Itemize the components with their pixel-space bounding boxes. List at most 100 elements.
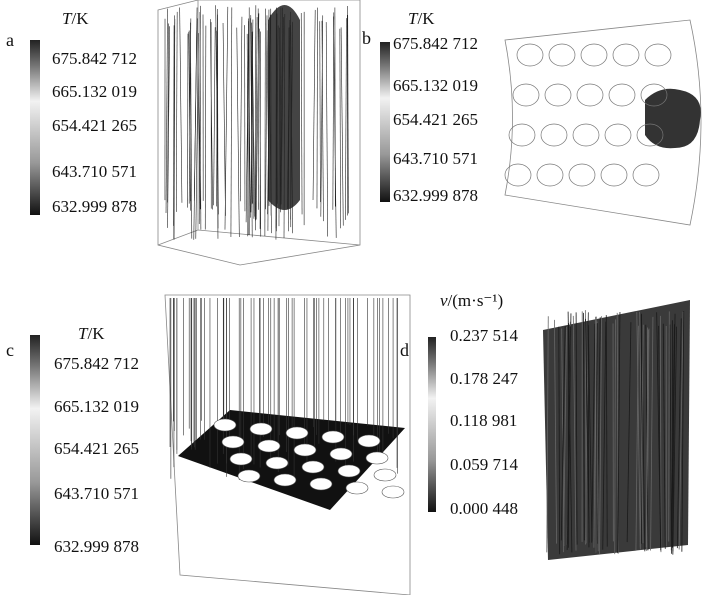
- hole: [214, 419, 236, 431]
- hole: [294, 444, 316, 456]
- colorbar-title: T/K: [408, 9, 435, 28]
- colorbar: [380, 42, 390, 202]
- panel-label: b: [362, 28, 371, 48]
- streak: [333, 12, 334, 209]
- hole: [358, 435, 380, 447]
- colorbar-tick-label: 643.710 571: [393, 149, 478, 168]
- colorbar-tick-label: 643.710 571: [52, 162, 137, 181]
- colorbar-tick-label: 675.842 712: [54, 354, 139, 373]
- streak: [301, 13, 302, 214]
- hole: [374, 469, 396, 481]
- colorbar-tick-label: 0.118 981: [450, 411, 517, 430]
- title-unit: /(m·s⁻¹): [448, 291, 504, 310]
- tube: [537, 164, 563, 186]
- colorbar-tick-label: 632.999 878: [52, 197, 137, 216]
- tube: [577, 84, 603, 106]
- panel: c T/K 675.842 712 665.132 019 654.421 265 643…: [6, 324, 139, 556]
- streak: [205, 26, 206, 230]
- hole: [222, 436, 244, 448]
- colorbar-tick-label: 0.237 514: [450, 326, 519, 345]
- hole: [382, 486, 404, 498]
- streak: [320, 21, 321, 202]
- tube: [541, 124, 567, 146]
- tube: [549, 44, 575, 66]
- tube: [645, 44, 671, 66]
- tube: [505, 164, 531, 186]
- streak: [348, 15, 349, 213]
- streak: [669, 311, 670, 541]
- streak: [223, 23, 225, 216]
- colorbar-tick-label: 0.178 247: [450, 369, 519, 388]
- tube: [633, 164, 659, 186]
- streak: [341, 27, 343, 225]
- streak: [326, 22, 328, 236]
- colorbar-tick-label: 675.842 712: [393, 34, 478, 53]
- hole: [322, 431, 344, 443]
- tube: [513, 84, 539, 106]
- tube: [545, 84, 571, 106]
- colorbar-tick-label: 665.132 019: [393, 76, 478, 95]
- hole: [238, 470, 260, 482]
- colorbar-tick-label: 654.421 265: [52, 116, 137, 135]
- hole: [338, 465, 360, 477]
- tube: [517, 44, 543, 66]
- colorbar-tick-label: 632.999 878: [393, 186, 478, 205]
- title-unit: /K: [417, 9, 435, 28]
- panel-label: a: [6, 30, 14, 50]
- streak: [317, 8, 318, 209]
- hole: [230, 453, 252, 465]
- hole: [250, 423, 272, 435]
- streak: [237, 28, 240, 237]
- streak: [180, 7, 182, 202]
- colorbar: [428, 337, 436, 512]
- hole: [366, 452, 388, 464]
- panel: d v/(m·s⁻¹) 0.237 514 0.178 247 0.118 981 0.0…: [400, 291, 519, 518]
- streak: [266, 15, 267, 209]
- colorbar-tick-label: 643.710 571: [54, 484, 139, 503]
- title-unit: /K: [87, 324, 105, 343]
- tube: [613, 44, 639, 66]
- colorbar-tick-label: 0.000 448: [450, 499, 518, 518]
- title-unit: /K: [71, 9, 89, 28]
- colorbar-tick-label: 665.132 019: [54, 397, 139, 416]
- streak: [166, 9, 168, 213]
- colorbar-tick-label: 675.842 712: [52, 49, 137, 68]
- streak: [340, 29, 341, 229]
- tube: [581, 44, 607, 66]
- colorbar-tick-label: 654.421 265: [54, 439, 139, 458]
- streak: [231, 7, 232, 237]
- colorbar: [30, 335, 40, 545]
- colorbar-tick-label: 665.132 019: [52, 82, 137, 101]
- hole: [346, 482, 368, 494]
- streak: [345, 18, 346, 220]
- colorbar: [30, 40, 40, 215]
- colorbar-title: v/(m·s⁻¹): [440, 291, 503, 310]
- plume-b: [645, 89, 701, 148]
- hole: [286, 427, 308, 439]
- tube: [573, 124, 599, 146]
- tube: [601, 164, 627, 186]
- box-a: [158, 0, 360, 265]
- panel: a T/K 675.842 712 665.132 019 654.421 265 643…: [6, 9, 137, 216]
- colorbar-title: T/K: [78, 324, 105, 343]
- colorbar-tick-label: 654.421 265: [393, 110, 478, 129]
- streak: [225, 7, 228, 230]
- panel: b T/K 675.842 712 665.132 019 654.421 265 643…: [362, 9, 478, 205]
- colorbar-tick-label: 632.999 878: [54, 537, 139, 556]
- streak: [176, 12, 177, 212]
- hole: [258, 440, 280, 452]
- hole: [274, 474, 296, 486]
- hole: [266, 457, 288, 469]
- panel-label: d: [400, 340, 409, 360]
- hole: [302, 461, 324, 473]
- tube: [609, 84, 635, 106]
- streak: [313, 10, 315, 200]
- figure: a T/K 675.842 712 665.132 019 654.421 265 643…: [0, 0, 712, 595]
- tube: [509, 124, 535, 146]
- colorbar-tick-label: 0.059 714: [450, 455, 519, 474]
- streak: [240, 17, 242, 202]
- hole: [330, 448, 352, 460]
- colorbar-title: T/K: [62, 9, 89, 28]
- tube: [569, 164, 595, 186]
- panel-label: c: [6, 340, 14, 360]
